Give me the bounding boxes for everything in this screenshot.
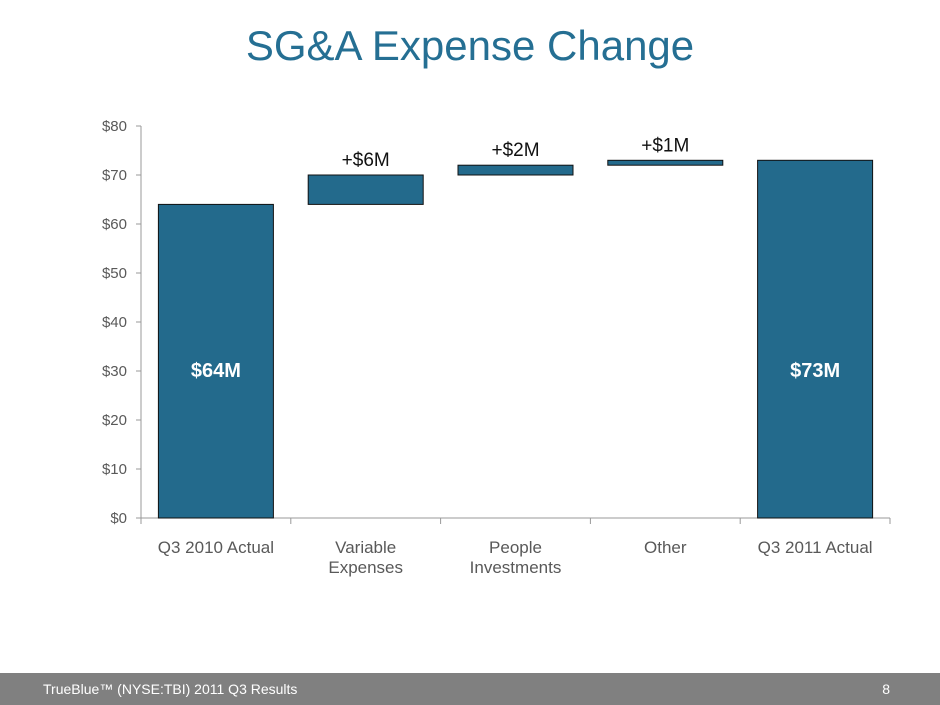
data-label: $73M <box>790 360 840 382</box>
slide-title: SG&A Expense Change <box>245 22 695 69</box>
x-tick-label: Q3 2011 Actual <box>758 538 873 557</box>
data-label: +$2M <box>491 140 539 161</box>
y-tick-label: $20 <box>102 412 127 429</box>
bar <box>757 159 874 519</box>
page-number: 8 <box>882 681 890 697</box>
bar <box>307 174 424 205</box>
waterfall-chart: $0 $10 $20 $30 $40 $50 $60 $70 $80 Q3 2010 Actual… <box>102 118 891 577</box>
data-label: $64M <box>191 360 241 382</box>
y-tick-label: $0 <box>110 510 127 527</box>
footer-bar: TrueBlue™ (NYSE:TBI) 2011 Q3 Results 8 <box>0 673 940 705</box>
y-tick-label: $80 <box>102 118 127 135</box>
x-tick-label: Other <box>644 538 687 557</box>
y-tick-label: $40 <box>102 314 127 331</box>
bar <box>157 203 274 519</box>
bar <box>607 159 724 166</box>
x-tick-label: Variable <box>335 538 396 557</box>
bar <box>457 164 574 176</box>
y-tick-label: $10 <box>102 461 127 478</box>
x-tick-label: People <box>489 538 542 557</box>
y-tick-label: $70 <box>102 167 127 184</box>
footer-text: TrueBlue™ (NYSE:TBI) 2011 Q3 Results <box>43 681 298 697</box>
data-label: +$6M <box>342 150 390 171</box>
data-label: +$1M <box>641 135 689 156</box>
x-tick-label: Expenses <box>328 558 403 577</box>
y-tick-label: $30 <box>102 363 127 380</box>
y-tick-label: $50 <box>102 265 127 282</box>
x-tick-label: Q3 2010 Actual <box>158 538 274 557</box>
y-tick-label: $60 <box>102 216 127 233</box>
x-tick-label: Investments <box>470 558 562 577</box>
